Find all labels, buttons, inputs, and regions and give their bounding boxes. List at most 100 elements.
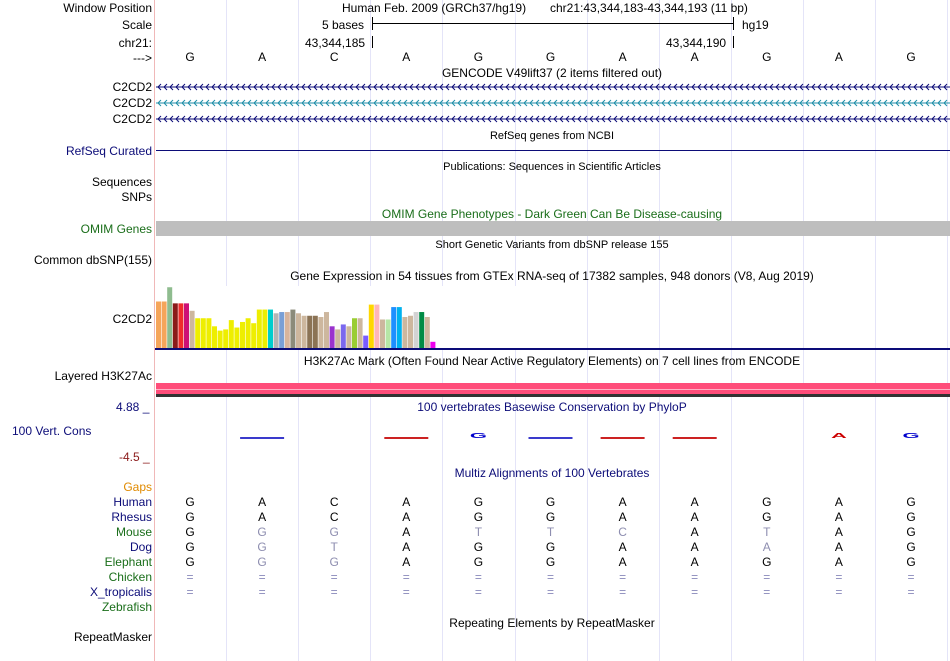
reference-base: G bbox=[906, 50, 916, 64]
gtex-tissue-bar bbox=[374, 304, 380, 348]
multiz-species-label[interactable]: Human bbox=[113, 495, 152, 509]
multiz-title: Multiz Alignments of 100 Vertebrates bbox=[454, 466, 650, 480]
coord-right: 43,344,190 bbox=[666, 36, 727, 50]
gtex-tissue-bar bbox=[189, 310, 195, 348]
multiz-base: G bbox=[906, 540, 916, 554]
refseq-label[interactable]: RefSeq Curated bbox=[65, 144, 152, 158]
multiz-species-label[interactable]: Elephant bbox=[104, 555, 152, 569]
publications-title: Publications: Sequences in Scientific Ar… bbox=[443, 161, 661, 173]
gtex-tissue-bar bbox=[172, 303, 178, 348]
gtex-tissue-bar bbox=[156, 301, 161, 348]
omim-title: OMIM Gene Phenotypes - Dark Green Can Be… bbox=[381, 207, 723, 221]
gtex-tissue-bar bbox=[262, 309, 268, 348]
gtex-tissue-bar bbox=[206, 318, 212, 348]
reference-base: G bbox=[185, 50, 195, 64]
multiz-base: A bbox=[834, 495, 843, 509]
multiz-base: C bbox=[329, 495, 339, 509]
gtex-tissue-bar bbox=[352, 318, 357, 348]
h3k27ac-baseline bbox=[156, 394, 950, 397]
gtex-bar-chart[interactable] bbox=[155, 286, 530, 348]
conservation-label[interactable]: 100 Vert. Cons bbox=[12, 424, 92, 438]
multiz-species-label[interactable]: X_tropicalis bbox=[89, 585, 152, 599]
gtex-tissue-bar bbox=[240, 321, 245, 348]
label-separator bbox=[154, 0, 155, 661]
multiz-base: G bbox=[257, 525, 267, 539]
gencode-item-label[interactable]: C2CD2 bbox=[112, 96, 152, 110]
multiz-base: A bbox=[834, 555, 843, 569]
gtex-tissue-bar bbox=[223, 329, 229, 348]
multiz-base: G bbox=[185, 495, 195, 509]
publications-label-snps[interactable]: SNPs bbox=[121, 190, 152, 204]
reference-base: A bbox=[618, 50, 627, 64]
multiz-base: = bbox=[619, 570, 627, 584]
multiz-base: = bbox=[546, 585, 555, 599]
multiz-species-label[interactable]: Mouse bbox=[115, 525, 152, 539]
multiz-base: = bbox=[546, 570, 555, 584]
gtex-tissue-bar bbox=[184, 303, 189, 348]
dbsnp-label[interactable]: Common dbSNP(155) bbox=[33, 253, 152, 267]
multiz-species-label[interactable]: Zebrafish bbox=[101, 600, 152, 614]
multiz-base: G bbox=[473, 540, 484, 554]
multiz-base: A bbox=[690, 510, 699, 524]
repeatmasker-label[interactable]: RepeatMasker bbox=[73, 630, 152, 644]
multiz-species-label[interactable]: Rhesus bbox=[111, 510, 152, 524]
gtex-tissue-bar bbox=[178, 303, 184, 348]
grid-line bbox=[731, 0, 732, 661]
gencode-transcripts[interactable] bbox=[156, 82, 950, 126]
gtex-tissue-bar bbox=[413, 312, 419, 348]
gencode-title: GENCODE V49lift37 (2 items filtered out) bbox=[441, 66, 663, 80]
conservation-mark bbox=[240, 437, 285, 439]
multiz-species-label[interactable]: Chicken bbox=[108, 570, 152, 584]
multiz-base: G bbox=[329, 525, 339, 539]
gtex-label[interactable]: C2CD2 bbox=[112, 312, 152, 326]
multiz-base: G bbox=[185, 525, 195, 539]
multiz-base: = bbox=[186, 570, 194, 584]
gtex-tissue-bar bbox=[273, 313, 279, 348]
gtex-gene-line[interactable] bbox=[155, 348, 950, 350]
multiz-species-label[interactable]: Dog bbox=[129, 540, 152, 554]
gencode-item-label[interactable]: C2CD2 bbox=[112, 80, 152, 94]
refseq-transcript-line[interactable] bbox=[156, 150, 950, 151]
multiz-base: A bbox=[690, 540, 699, 554]
coord-right-tick bbox=[733, 36, 734, 48]
h3k27ac-label[interactable]: Layered H3K27Ac bbox=[54, 369, 152, 383]
multiz-base: A bbox=[258, 495, 267, 509]
omim-phenotype-bar[interactable] bbox=[156, 221, 950, 236]
multiz-base: A bbox=[402, 510, 411, 524]
multiz-base: A bbox=[618, 555, 627, 569]
omim-label[interactable]: OMIM Genes bbox=[80, 222, 152, 236]
gtex-tissue-bar bbox=[296, 313, 301, 348]
multiz-base: = bbox=[763, 585, 771, 599]
scale-db-text: hg19 bbox=[742, 18, 769, 32]
multiz-base: G bbox=[545, 495, 556, 509]
coord-left-tick bbox=[372, 36, 373, 48]
multiz-base: A bbox=[762, 540, 771, 554]
multiz-base: = bbox=[330, 585, 338, 599]
gtex-tissue-bar bbox=[419, 312, 425, 348]
multiz-base: = bbox=[258, 585, 266, 599]
multiz-base: = bbox=[474, 585, 482, 599]
conservation-mark bbox=[600, 437, 645, 439]
multiz-base: A bbox=[618, 510, 627, 524]
multiz-base: = bbox=[835, 585, 843, 599]
reference-base: A bbox=[258, 50, 267, 64]
multiz-base: C bbox=[329, 510, 339, 524]
multiz-base: = bbox=[835, 570, 843, 584]
multiz-base: = bbox=[763, 570, 771, 584]
gtex-tissue-bar bbox=[290, 309, 296, 348]
chrom-label: chr21: bbox=[118, 36, 152, 50]
reference-base: G bbox=[473, 50, 484, 64]
gencode-item-label[interactable]: C2CD2 bbox=[112, 112, 152, 126]
multiz-base: A bbox=[402, 525, 411, 539]
grid-line bbox=[875, 0, 876, 661]
h3k27ac-signal[interactable] bbox=[156, 383, 950, 394]
multiz-base: G bbox=[329, 555, 339, 569]
publications-label-sequences[interactable]: Sequences bbox=[91, 175, 152, 189]
multiz-base: G bbox=[473, 495, 484, 509]
gtex-chart-area[interactable] bbox=[155, 286, 530, 348]
multiz-base: A bbox=[258, 510, 267, 524]
assembly-text: Human Feb. 2009 (GRCh37/hg19) bbox=[342, 1, 527, 15]
multiz-base: = bbox=[691, 570, 699, 584]
multiz-base: A bbox=[690, 495, 699, 509]
